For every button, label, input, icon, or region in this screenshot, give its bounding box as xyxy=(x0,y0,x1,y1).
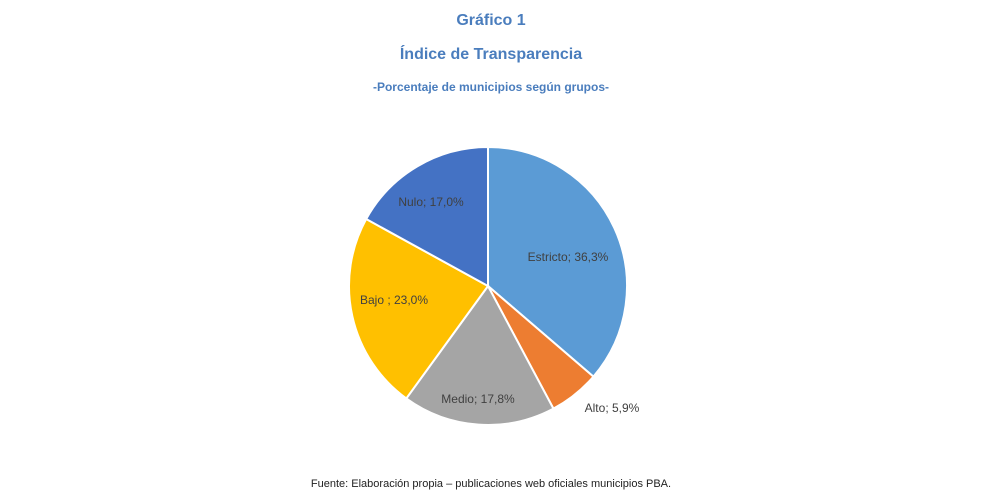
data-label-medio: Medio; 17,8% xyxy=(441,392,515,406)
chart-number: Gráfico 1 xyxy=(456,12,526,29)
pie-slice-estricto xyxy=(487,145,628,379)
source-note: Fuente: Elaboración propia – publicacion… xyxy=(310,478,672,490)
chart-title: Índice de Transparencia xyxy=(399,46,583,63)
pie-slice-nulo xyxy=(364,145,489,288)
pie-data-labels: Estricto; 36,3% Alto; 5,9% Medio; 17,8% Baj… xyxy=(360,195,640,415)
data-label-bajo: Bajo ; 23,0% xyxy=(360,293,428,307)
data-label-estricto: Estricto; 36,3% xyxy=(528,250,609,264)
data-label-nulo: Nulo; 17,0% xyxy=(398,195,464,209)
chart-subtitle: -Porcentaje de municipios según grupos- xyxy=(372,80,610,94)
pie-slices xyxy=(348,145,628,426)
data-label-alto: Alto; 5,9% xyxy=(585,401,640,415)
pie-slice-bajo xyxy=(348,217,490,400)
pie-slice-medio xyxy=(404,284,555,426)
